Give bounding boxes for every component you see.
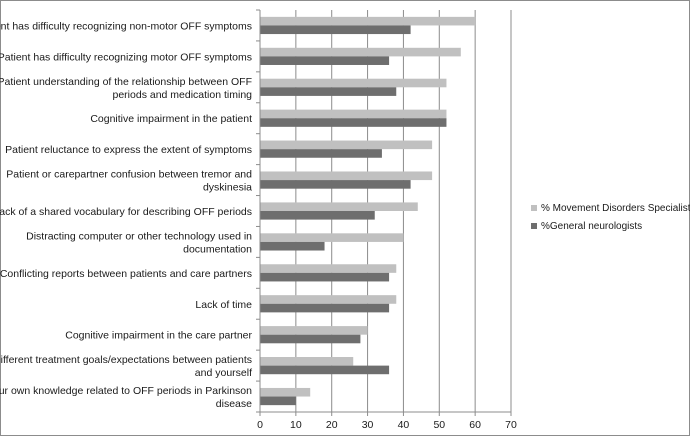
x-tick-label: 30 (362, 419, 374, 431)
bar-movement-disorders-specialists (260, 171, 433, 181)
category-label: Lack of time (195, 299, 252, 311)
bar-movement-disorders-specialists (260, 264, 397, 273)
category-label: Different treatment goals/expectations b… (0, 354, 252, 379)
bar-movement-disorders-specialists (260, 357, 354, 366)
bar-general-neurologists (260, 87, 397, 96)
legend-swatch (531, 223, 537, 229)
bar-general-neurologists (260, 118, 447, 127)
bar-movement-disorders-specialists (260, 47, 461, 57)
x-tick-label: 0 (257, 419, 263, 431)
bar-movement-disorders-specialists (260, 202, 418, 211)
category-label: Cognitive impairment in the care partner (65, 330, 252, 342)
x-tick-label: 10 (290, 419, 302, 431)
bar-general-neurologists (260, 365, 390, 375)
bar-movement-disorders-specialists (260, 387, 311, 397)
bar-general-neurologists (260, 149, 382, 158)
category-label: Conflicting reports between patients and… (0, 268, 252, 280)
bar-general-neurologists (260, 272, 390, 282)
category-label: Patient has difficulty recognizing motor… (0, 51, 252, 63)
category-label: Patient understanding of the relationshi… (0, 76, 252, 101)
bar-general-neurologists (260, 396, 296, 406)
bar-movement-disorders-specialists (260, 109, 447, 119)
legend-swatch (531, 205, 537, 211)
x-tick-label: 70 (505, 419, 517, 431)
category-label: Lack of a shared vocabulary for describi… (0, 206, 252, 218)
bar-movement-disorders-specialists (260, 16, 476, 26)
bar-general-neurologists (260, 241, 325, 251)
legend-label: %General neurologists (541, 221, 642, 232)
bar-general-neurologists (260, 180, 411, 189)
category-label: Patient or carepartner confusion between… (6, 169, 252, 194)
category-label: Patient has difficulty recognizing non-m… (0, 20, 252, 32)
bar-general-neurologists (260, 211, 375, 220)
bar-movement-disorders-specialists (260, 326, 368, 335)
bar-general-neurologists (260, 334, 361, 344)
x-tick-label: 60 (469, 419, 481, 431)
x-tick-label: 40 (398, 419, 410, 431)
bar-movement-disorders-specialists (260, 295, 397, 304)
category-label: Cognitive impairment in the patient (90, 113, 252, 125)
legend-label: % Movement Disorders Specialists (541, 203, 690, 214)
bar-general-neurologists (260, 56, 390, 65)
category-label: Distracting computer or other technology… (26, 230, 252, 255)
category-label: Patient reluctance to express the extent… (5, 144, 252, 156)
category-label: Your own knowledge related to OFF period… (0, 385, 252, 410)
bar-movement-disorders-specialists (260, 140, 433, 150)
bar-movement-disorders-specialists (260, 233, 404, 242)
bar-general-neurologists (260, 303, 390, 313)
x-tick-label: 20 (326, 419, 338, 431)
bar-general-neurologists (260, 25, 411, 35)
bar-movement-disorders-specialists (260, 78, 447, 88)
x-tick-label: 50 (433, 419, 445, 431)
